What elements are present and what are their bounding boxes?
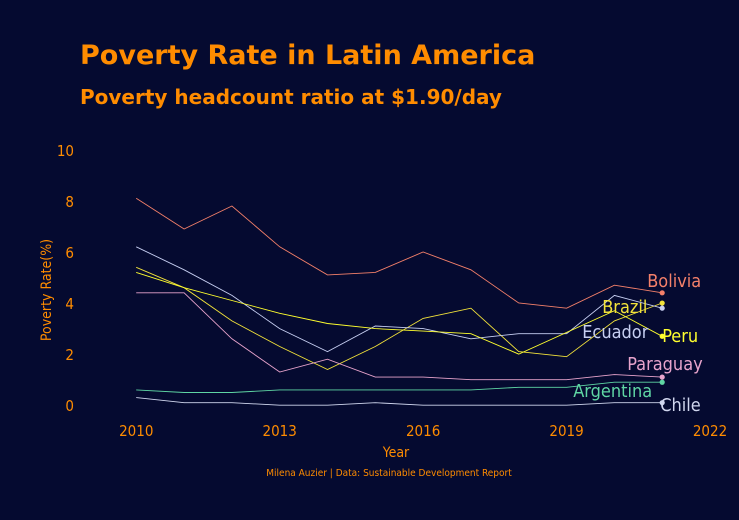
series-label-chile: Chile bbox=[660, 395, 701, 416]
y-tick-label: 6 bbox=[65, 244, 74, 262]
end-point-paraguay bbox=[659, 374, 665, 380]
x-tick-label: 2019 bbox=[549, 422, 583, 440]
y-tick-label: 2 bbox=[65, 346, 74, 364]
y-tick-label: 0 bbox=[65, 397, 74, 415]
end-point-peru bbox=[659, 333, 665, 339]
series-line-chile bbox=[136, 397, 663, 406]
x-tick-label: 2010 bbox=[119, 422, 153, 440]
series-line-peru bbox=[136, 271, 663, 355]
y-tick-label: 8 bbox=[65, 193, 74, 211]
y-tick-labels: 0 2 4 6 8 10 bbox=[57, 142, 74, 415]
series-end-points bbox=[659, 290, 665, 406]
series-lines bbox=[135, 197, 663, 406]
x-tick-labels: 2010 2013 2016 2019 2022 bbox=[119, 422, 727, 440]
chart-subtitle: Poverty headcount ratio at $1.90/day bbox=[80, 85, 502, 109]
series-line-argentina bbox=[136, 381, 663, 393]
series-line-ecuador bbox=[136, 246, 663, 353]
x-tick-label: 2022 bbox=[693, 422, 727, 440]
y-axis-label: Poverty Rate(%) bbox=[39, 239, 55, 341]
chart-title: Poverty Rate in Latin America bbox=[80, 40, 535, 71]
x-axis-label: Year bbox=[382, 445, 410, 461]
x-tick-label: 2013 bbox=[263, 422, 297, 440]
end-point-chile bbox=[659, 400, 665, 406]
end-point-argentina bbox=[659, 379, 665, 385]
x-tick-label: 2016 bbox=[406, 422, 440, 440]
series-label-paraguay: Paraguay bbox=[627, 354, 703, 375]
y-tick-label: 4 bbox=[65, 295, 74, 313]
end-point-bolivia bbox=[659, 290, 665, 296]
series-line-bolivia bbox=[135, 197, 663, 309]
end-point-brazil bbox=[659, 300, 665, 306]
chart-caption: Milena Auzier | Data: Sustainable Develo… bbox=[266, 468, 512, 479]
series-line-paraguay bbox=[136, 292, 663, 381]
series-label-argentina: Argentina bbox=[573, 381, 652, 402]
series-line-brazil bbox=[136, 266, 663, 370]
end-point-ecuador bbox=[659, 305, 665, 311]
series-label-bolivia: Bolivia bbox=[647, 271, 701, 292]
series-label-ecuador: Ecuador bbox=[582, 322, 649, 343]
series-label-brazil: Brazil bbox=[602, 297, 647, 318]
y-tick-label: 10 bbox=[57, 142, 74, 160]
series-label-peru: Peru bbox=[662, 326, 698, 347]
